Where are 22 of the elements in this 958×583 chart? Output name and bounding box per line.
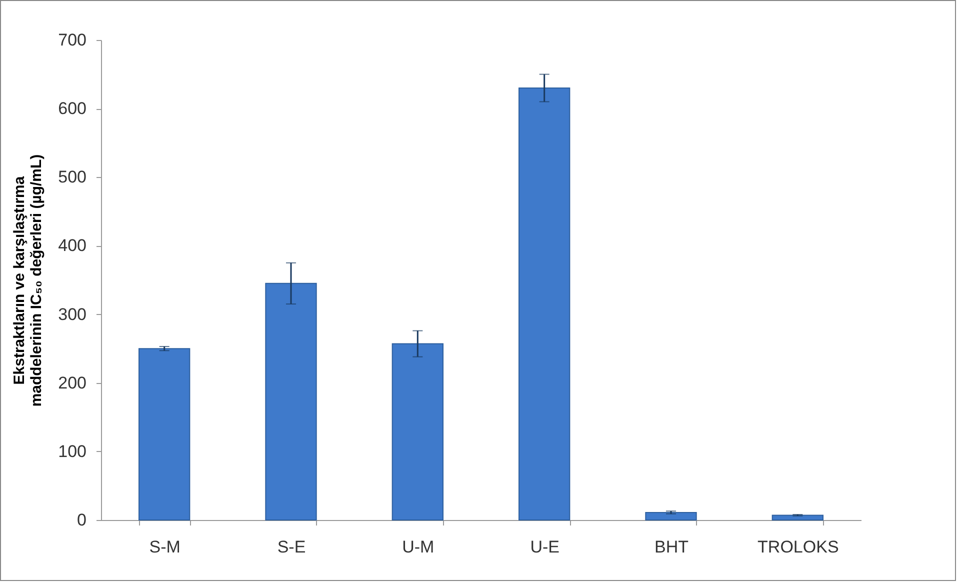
x-tick-label: U-E xyxy=(530,538,560,556)
bar xyxy=(772,514,824,520)
x-tick-label: TROLOKS xyxy=(758,538,839,556)
y-tick-label: 600 xyxy=(58,99,86,118)
bar xyxy=(265,282,317,520)
x-tick-label: BHT xyxy=(654,538,688,556)
bar xyxy=(645,512,697,520)
bar xyxy=(138,348,190,520)
y-tick-label: 500 xyxy=(58,168,86,187)
bar xyxy=(392,343,444,520)
y-tick-label: 400 xyxy=(58,236,86,256)
y-tick-label: 0 xyxy=(77,510,86,530)
x-tick-label: U-M xyxy=(402,538,434,556)
bar xyxy=(518,88,570,520)
y-tick-label: 300 xyxy=(58,304,86,324)
x-tick-label: S-M xyxy=(149,538,180,556)
y-tick-label: 100 xyxy=(58,442,86,461)
x-tick-label: S-E xyxy=(277,538,306,556)
y-tick-label: 200 xyxy=(58,373,86,392)
text: maddelerinin IC₅₀ değerleri (µg/mL) xyxy=(28,154,46,407)
y-tick-label: 700 xyxy=(58,30,86,50)
text: Ekstraktların ve karşılaştırma xyxy=(11,176,28,385)
